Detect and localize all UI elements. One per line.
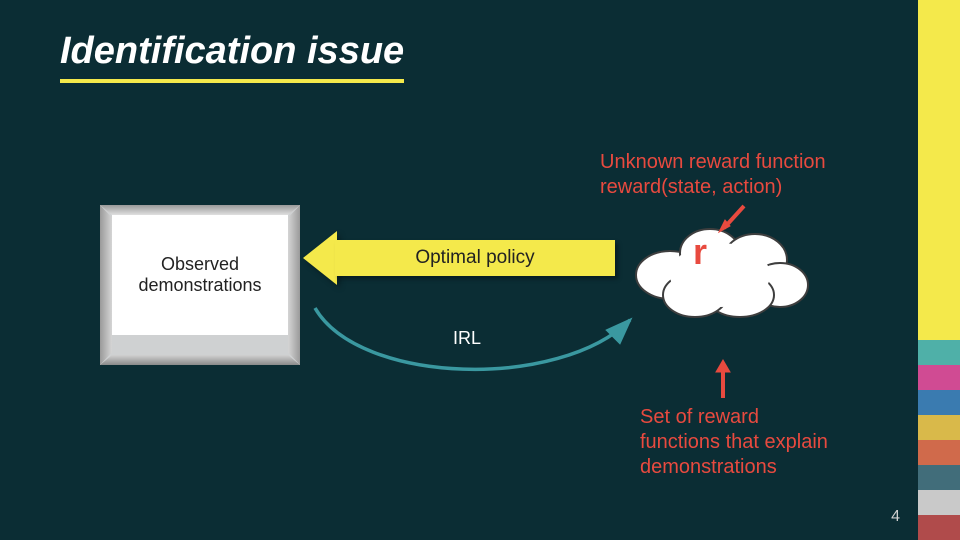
decor-square	[918, 440, 960, 465]
page-number: 4	[891, 508, 900, 526]
slide-root: Identification issue Observed demonstrat…	[0, 0, 960, 540]
decor-strip-squares	[918, 340, 960, 540]
optimal-arrow: Optimal policy	[335, 240, 615, 276]
decor-square	[918, 390, 960, 415]
optimal-arrow-head	[303, 231, 337, 285]
irl-arrow	[300, 290, 650, 390]
slide-title: Identification issue	[60, 30, 404, 83]
decor-square	[918, 490, 960, 515]
bevel-top	[100, 205, 300, 215]
annotation-bottom: Set of reward functions that explain dem…	[640, 405, 920, 480]
bevel-bottom	[100, 355, 300, 365]
annotation-top-line2: reward(state, action)	[600, 175, 910, 200]
decor-strip-solid	[918, 160, 960, 340]
bevel-left	[100, 205, 112, 365]
decor-square	[918, 515, 960, 540]
annotation-bottom-line3: demonstrations	[640, 455, 920, 480]
optimal-arrow-label: Optimal policy	[415, 247, 534, 269]
annotation-top: Unknown reward function reward(state, ac…	[600, 150, 910, 200]
decor-square	[918, 340, 960, 365]
decor-square	[918, 415, 960, 440]
reward-symbol: r	[693, 231, 707, 273]
bevel-right	[288, 205, 300, 365]
decor-square	[918, 365, 960, 390]
annotation-top-arrow-icon	[716, 202, 750, 236]
annotation-bottom-line2: functions that explain	[640, 430, 920, 455]
annotation-bottom-arrow-icon	[712, 358, 734, 402]
observed-box-label: Observed demonstrations	[118, 254, 282, 296]
observed-box: Observed demonstrations	[112, 215, 288, 335]
annotation-bottom-line1: Set of reward	[640, 405, 920, 430]
annotation-top-line1: Unknown reward function	[600, 150, 910, 175]
decor-square	[918, 465, 960, 490]
decor-strip-dots	[918, 0, 960, 160]
